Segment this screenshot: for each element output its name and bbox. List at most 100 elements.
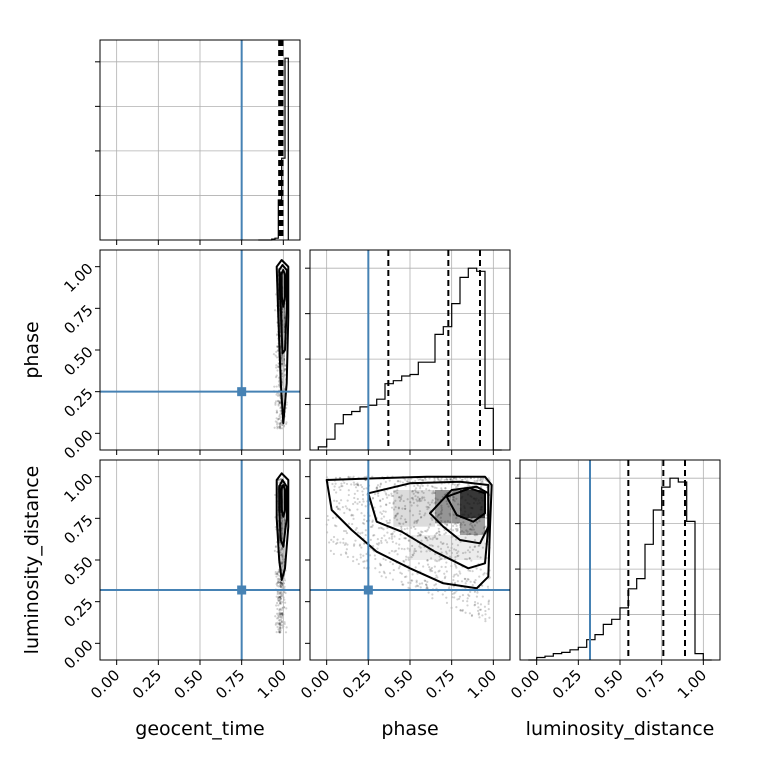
sample-point — [447, 505, 450, 508]
sample-point — [417, 484, 420, 487]
sample-point — [278, 608, 282, 611]
sample-point — [277, 577, 280, 580]
sample-point — [364, 529, 367, 532]
sample-point — [440, 506, 443, 510]
sample-point — [377, 542, 381, 545]
sample-point — [275, 393, 278, 396]
sample-point — [379, 505, 382, 508]
sample-point — [469, 580, 472, 583]
sample-point — [476, 609, 480, 612]
sample-point — [452, 477, 456, 480]
sample-point — [472, 528, 475, 531]
sample-point — [468, 528, 472, 531]
sample-point — [277, 595, 280, 598]
sample-point — [437, 478, 440, 481]
truth-marker — [237, 585, 247, 595]
sample-point — [481, 499, 484, 502]
sample-point — [276, 592, 279, 596]
sample-point — [283, 621, 286, 624]
sample-point — [362, 554, 365, 557]
sample-point — [358, 500, 361, 504]
sample-point — [284, 631, 288, 634]
x-tick-label: 1.00 — [464, 666, 500, 702]
sample-point — [445, 552, 448, 555]
sample-point — [354, 486, 358, 489]
sample-point — [416, 584, 419, 587]
sample-point — [399, 533, 402, 536]
sample-point — [474, 499, 477, 502]
sample-point — [460, 523, 463, 526]
sample-point — [420, 515, 423, 519]
sample-point — [448, 549, 451, 552]
sample-point — [278, 592, 281, 595]
sample-point — [278, 415, 281, 418]
y-axis-label: luminosity_distance — [21, 466, 43, 655]
sample-point — [430, 557, 433, 560]
sample-point — [356, 483, 359, 487]
sample-point — [419, 516, 423, 519]
sample-point — [335, 516, 338, 519]
sample-point — [406, 480, 410, 483]
sample-point — [459, 609, 462, 612]
sample-point — [478, 608, 482, 611]
sample-point — [467, 483, 470, 486]
sample-point — [410, 526, 413, 529]
sample-point — [446, 502, 449, 506]
sample-point — [278, 630, 281, 634]
sample-point — [432, 536, 435, 539]
sample-point — [345, 552, 348, 555]
sample-point — [277, 614, 280, 617]
sample-point — [277, 612, 280, 615]
sample-point — [354, 528, 357, 532]
sample-point — [275, 604, 278, 607]
sample-point — [412, 554, 415, 557]
sample-point — [279, 427, 282, 430]
sample-point — [444, 531, 448, 534]
sample-point — [400, 580, 403, 583]
sample-point — [329, 549, 332, 552]
sample-point — [280, 554, 283, 557]
sample-point — [341, 485, 344, 488]
sample-point — [463, 507, 466, 510]
sample-point — [469, 528, 472, 531]
sample-point — [278, 425, 281, 428]
sample-point — [387, 521, 390, 525]
y-tick-label: 1.00 — [60, 470, 96, 506]
sample-point — [459, 540, 462, 543]
sample-point — [279, 591, 282, 594]
sample-point — [391, 532, 394, 535]
sample-point — [423, 514, 426, 517]
sample-point — [400, 494, 403, 497]
sample-point — [445, 601, 449, 605]
sample-point — [436, 498, 439, 501]
contour-line — [445, 487, 486, 523]
sample-point — [350, 483, 353, 486]
sample-point — [279, 425, 282, 428]
density-cell — [280, 543, 285, 577]
sample-point — [334, 542, 338, 545]
sample-point — [473, 581, 477, 584]
sample-point — [285, 421, 288, 424]
y-tick-label: 0.75 — [60, 511, 96, 547]
density-cell — [280, 366, 285, 409]
sample-point — [280, 592, 283, 595]
sample-point — [443, 533, 446, 536]
sample-point — [397, 547, 400, 550]
sample-point — [362, 500, 365, 503]
sample-point — [343, 481, 346, 485]
sample-point — [332, 552, 335, 556]
sample-point — [276, 621, 279, 624]
sample-point — [377, 491, 380, 494]
sample-point — [364, 534, 367, 537]
sample-point — [393, 516, 396, 519]
sample-point — [357, 484, 360, 487]
sample-point — [481, 532, 484, 535]
sample-point — [343, 543, 346, 546]
sample-point — [277, 604, 280, 607]
x-tick-label: 1.00 — [254, 666, 290, 702]
sample-point — [283, 585, 286, 588]
sample-point — [470, 517, 473, 520]
sample-point — [472, 502, 476, 505]
sample-point — [445, 543, 449, 546]
sample-point — [455, 477, 458, 480]
